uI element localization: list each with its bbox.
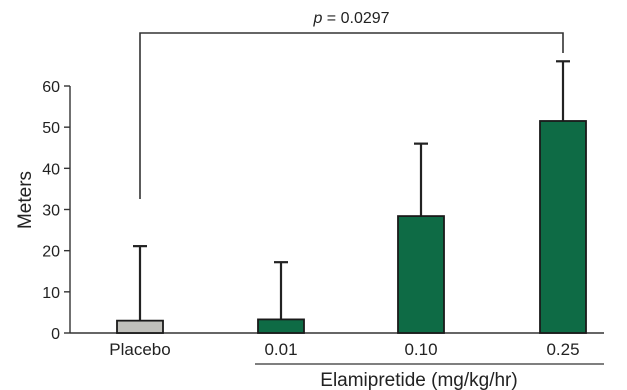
- p-symbol: p: [312, 10, 322, 27]
- bars: [116, 60, 587, 334]
- y-tick-label: 60: [42, 79, 60, 96]
- group-label-text: Elamipretide (mg/kg/hr): [320, 370, 517, 390]
- x-tick-labels: Placebo 0.01 0.10 0.25: [109, 340, 579, 359]
- y-axis-title: Meters: [15, 171, 36, 229]
- p-value-label: p = 0.0297: [312, 10, 389, 27]
- significance-bracket-line: [139, 32, 564, 199]
- y-tick-label: 40: [42, 161, 60, 178]
- y-tick-label: 20: [42, 244, 60, 261]
- bar: [539, 120, 587, 334]
- bar: [257, 318, 305, 334]
- y-axis: 0 10 20 30 40 50 60 Meters: [15, 79, 71, 343]
- y-ticks: 0 10 20 30 40 50 60: [42, 79, 70, 343]
- x-tick-label: 0.10: [404, 340, 437, 359]
- bar: [116, 319, 164, 334]
- x-tick-label: 0.01: [264, 340, 297, 359]
- x-axis: Placebo 0.01 0.10 0.25: [70, 332, 604, 359]
- group-label: Elamipretide (mg/kg/hr): [255, 363, 604, 390]
- y-tick-label: 30: [42, 203, 60, 220]
- x-tick-label: Placebo: [109, 340, 170, 359]
- x-tick-label: 0.25: [546, 340, 579, 359]
- significance-bracket: p = 0.0297: [139, 10, 564, 199]
- y-tick-label: 10: [42, 285, 60, 302]
- p-value: = 0.0297: [322, 10, 389, 27]
- bar: [397, 215, 445, 334]
- y-tick-label: 0: [51, 326, 60, 343]
- y-tick-label: 50: [42, 120, 60, 137]
